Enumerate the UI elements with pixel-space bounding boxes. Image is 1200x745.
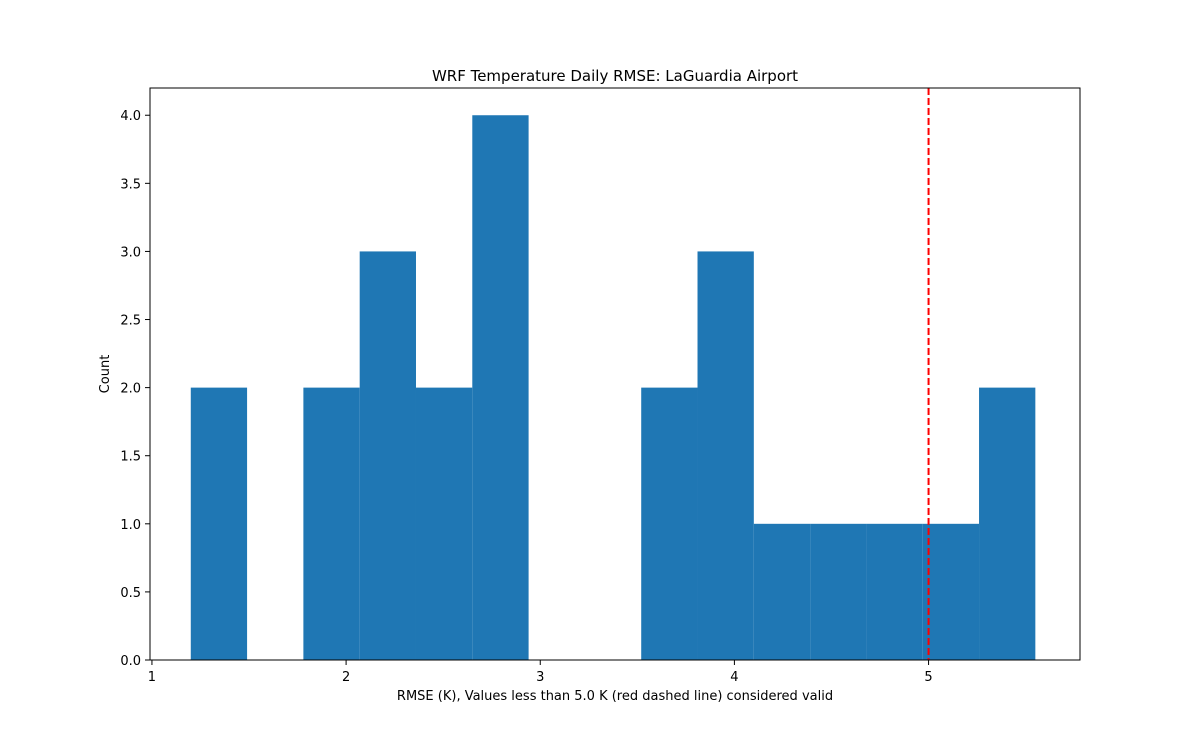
x-axis-label: RMSE (K), Values less than 5.0 K (red da… [397,689,833,704]
y-tick-label: 4.0 [120,109,141,124]
plot-frame [149,87,1081,661]
histogram-bar [810,523,867,660]
y-tick-label: 1.0 [120,518,141,533]
x-tick-label: 1 [148,670,156,685]
histogram-bar [641,387,698,660]
bars [190,115,1036,660]
histogram-bar [866,523,923,660]
histogram-bar [359,251,416,660]
y-tick-label: 0.5 [120,586,141,601]
y-tick-label: 3.0 [120,245,141,260]
y-axis-ticks: 0.0 0.5 1.0 1.5 2.0 2.5 3.0 3.5 4.0 [120,109,150,669]
histogram-bar [415,387,473,660]
histogram-bar [922,523,980,660]
x-axis-ticks: 1 2 3 4 5 [148,660,933,685]
histogram-bar [190,387,248,660]
histogram-bar [472,115,529,660]
y-tick-label: 1.5 [120,450,141,465]
histogram-bar [979,387,1036,660]
y-axis-label: Count [98,355,113,394]
x-tick-label: 5 [924,670,932,685]
x-tick-label: 3 [536,670,544,685]
y-tick-label: 0.0 [120,654,141,669]
histogram-bar [753,523,811,660]
histogram-bar [697,251,754,660]
x-tick-label: 4 [730,670,738,685]
y-tick-label: 2.5 [120,314,141,329]
x-tick-label: 2 [342,670,350,685]
y-tick-label: 2.0 [120,382,141,397]
chart-title: WRF Temperature Daily RMSE: LaGuardia Ai… [432,67,798,85]
histogram-bar [303,387,360,660]
y-tick-label: 3.5 [120,177,141,192]
